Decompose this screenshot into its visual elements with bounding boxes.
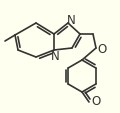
Text: N: N (67, 13, 75, 26)
Text: O: O (91, 95, 101, 108)
Text: N: N (51, 49, 59, 62)
Text: O: O (97, 42, 107, 55)
